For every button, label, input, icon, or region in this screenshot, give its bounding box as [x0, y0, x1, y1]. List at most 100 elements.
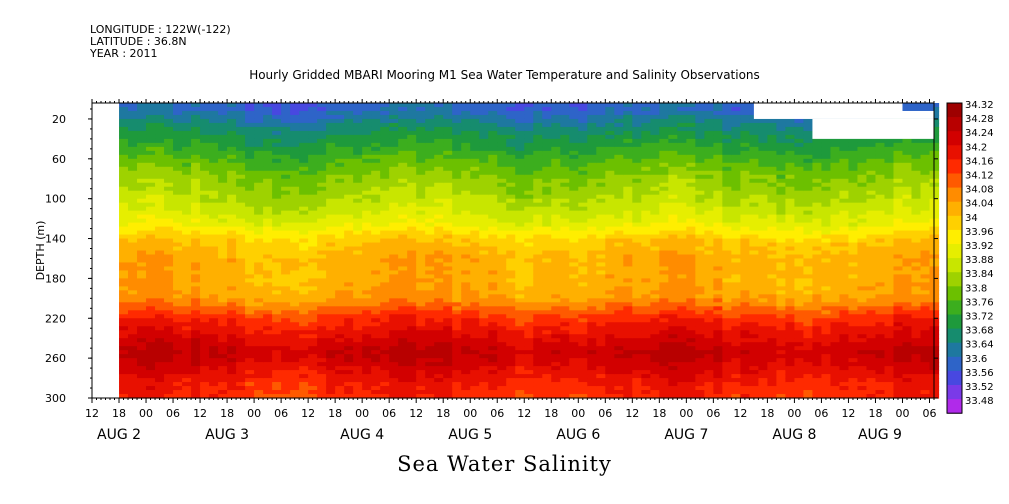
heatmap-cell — [488, 298, 498, 303]
heatmap-cell — [434, 366, 444, 371]
heatmap-cell — [245, 390, 255, 395]
heatmap-cell — [218, 234, 228, 240]
heatmap-cell — [344, 170, 354, 176]
heatmap-cell — [191, 254, 201, 260]
heatmap-cell — [119, 390, 129, 395]
heatmap-cell — [452, 122, 462, 128]
heatmap-cell — [434, 374, 444, 379]
heatmap-cell — [479, 282, 489, 287]
heatmap-cell — [263, 194, 273, 200]
heatmap-cell — [686, 146, 696, 152]
heatmap-cell — [290, 170, 300, 176]
heatmap-cell — [443, 242, 453, 248]
heatmap-cell — [236, 218, 246, 224]
heatmap-cell — [713, 390, 723, 395]
heatmap-cell — [632, 314, 642, 319]
heatmap-cell — [524, 378, 534, 383]
heatmap-cell — [443, 254, 453, 260]
heatmap-cell — [596, 378, 606, 383]
heatmap-cell — [506, 138, 516, 144]
heatmap-cell — [461, 374, 471, 379]
heatmap-cell — [497, 390, 507, 395]
heatmap-cell — [479, 234, 489, 240]
heatmap-cell — [362, 390, 372, 395]
heatmap-cell — [542, 230, 552, 236]
heatmap-cell — [659, 326, 669, 331]
heatmap-cell — [425, 322, 435, 327]
heatmap-cell — [470, 330, 480, 335]
heatmap-cell — [578, 382, 588, 387]
heatmap-cell — [218, 290, 228, 295]
heatmap-cell — [182, 134, 192, 140]
heatmap-cell — [533, 246, 543, 252]
heatmap-cell — [569, 178, 579, 184]
heatmap-cell — [524, 338, 534, 343]
heatmap-cell — [533, 110, 543, 116]
heatmap-cell — [641, 394, 651, 399]
heatmap-cell — [362, 110, 372, 116]
heatmap-cell — [605, 166, 615, 172]
heatmap-cell — [281, 230, 291, 236]
heatmap-cell — [218, 114, 228, 120]
heatmap-cell — [488, 214, 498, 220]
heatmap-cell — [587, 118, 597, 124]
heatmap-cell — [407, 190, 417, 196]
heatmap-cell — [155, 386, 165, 391]
heatmap-cell — [461, 238, 471, 244]
heatmap-cell — [362, 294, 372, 299]
heatmap-cell — [173, 210, 183, 216]
heatmap-cell — [632, 286, 642, 291]
heatmap-cell — [659, 258, 669, 264]
heatmap-cell — [182, 103, 192, 108]
heatmap-cell — [389, 282, 399, 287]
heatmap-cell — [326, 374, 336, 379]
heatmap-cell — [182, 194, 192, 200]
heatmap-cell — [506, 162, 516, 168]
heatmap-cell — [128, 390, 138, 395]
heatmap-cell — [416, 202, 426, 208]
heatmap-cell — [380, 318, 390, 323]
heatmap-cell — [173, 206, 183, 212]
heatmap-cell — [380, 282, 390, 287]
heatmap-cell — [668, 342, 678, 347]
heatmap-cell — [434, 286, 444, 291]
heatmap-cell — [452, 174, 462, 180]
heatmap-cell — [362, 378, 372, 383]
heatmap-cell — [362, 242, 372, 248]
heatmap-cell — [416, 274, 426, 280]
heatmap-cell — [389, 262, 399, 268]
heatmap-cell — [524, 390, 534, 395]
heatmap-cell — [155, 270, 165, 276]
heatmap-cell — [614, 350, 624, 355]
heatmap-cell — [623, 118, 633, 124]
heatmap-cell — [272, 338, 282, 343]
heatmap-cell — [686, 110, 696, 116]
heatmap-cell — [461, 326, 471, 331]
heatmap-cell — [623, 206, 633, 212]
heatmap-cell — [704, 178, 714, 184]
heatmap-cell — [659, 174, 669, 180]
heatmap-cell — [119, 394, 129, 399]
heatmap-cell — [668, 134, 678, 140]
heatmap-cell — [551, 294, 561, 299]
heatmap-cell — [488, 182, 498, 188]
heatmap-cell — [317, 110, 327, 116]
heatmap-cell — [344, 230, 354, 236]
heatmap-cell — [470, 278, 480, 283]
heatmap-cell — [164, 314, 174, 319]
heatmap-cell — [191, 390, 201, 395]
heatmap-cell — [614, 122, 624, 128]
heatmap-cell — [362, 306, 372, 311]
heatmap-cell — [650, 258, 660, 264]
heatmap-cell — [146, 338, 156, 343]
heatmap-cell — [371, 354, 381, 359]
heatmap-cell — [209, 306, 219, 311]
heatmap-cell — [326, 222, 336, 228]
heatmap-cell — [713, 298, 723, 303]
heatmap-cell — [560, 138, 570, 144]
heatmap-cell — [686, 162, 696, 168]
heatmap-cell — [236, 110, 246, 116]
heatmap-cell — [641, 366, 651, 371]
heatmap-cell — [227, 354, 237, 359]
heatmap-cell — [263, 118, 273, 124]
